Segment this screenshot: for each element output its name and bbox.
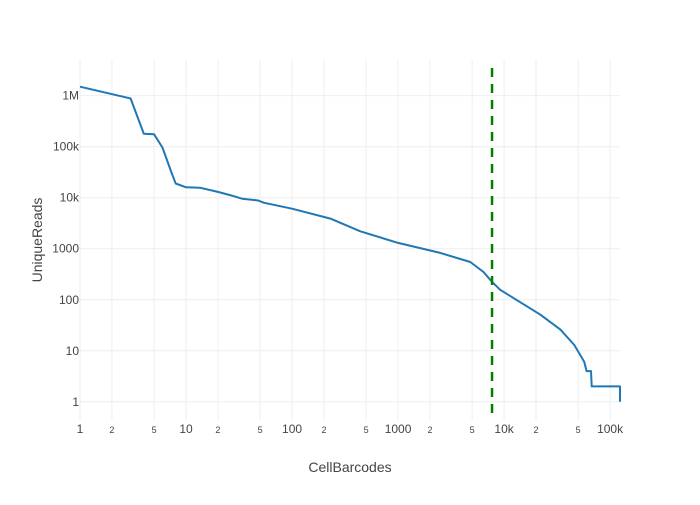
y-tick-label: 1: [72, 395, 79, 409]
y-tick-label: 100k: [53, 140, 80, 154]
y-tick-label: 100: [59, 293, 79, 307]
x-tick-label: 1: [77, 422, 84, 436]
y-tick-label: 10: [66, 344, 80, 358]
y-tick-label: 10k: [60, 191, 80, 205]
x-tick-label: 2: [215, 425, 220, 435]
x-tick-label: 10: [179, 422, 193, 436]
y-axis-ticks: 1 10 100 1000 10k 100k 1M: [52, 89, 80, 409]
x-tick-label: 5: [576, 425, 581, 435]
x-axis-ticks: 1 2 5 10 2 5 100 2 5 1000 2 5 10k 2 5 100k: [77, 422, 624, 436]
series-layer: [79, 85, 621, 402]
x-tick-label: 2: [533, 425, 538, 435]
y-axis-title: UniqueReads: [29, 198, 45, 283]
x-tick-label: 1000: [385, 422, 412, 436]
x-tick-label: 2: [321, 425, 326, 435]
series-line: [79, 85, 621, 402]
x-tick-label: 5: [258, 425, 263, 435]
x-tick-label: 5: [470, 425, 475, 435]
x-tick-label: 10k: [494, 422, 514, 436]
grid: [79, 60, 620, 420]
y-tick-label: 1000: [52, 242, 79, 256]
x-tick-label: 2: [427, 425, 432, 435]
x-tick-label: 5: [152, 425, 157, 435]
x-tick-label: 100k: [597, 422, 624, 436]
x-tick-label: 5: [364, 425, 369, 435]
y-tick-label: 1M: [62, 89, 79, 103]
x-axis-title: CellBarcodes: [308, 459, 391, 475]
x-tick-label: 100: [282, 422, 302, 436]
x-tick-label: 2: [109, 425, 114, 435]
